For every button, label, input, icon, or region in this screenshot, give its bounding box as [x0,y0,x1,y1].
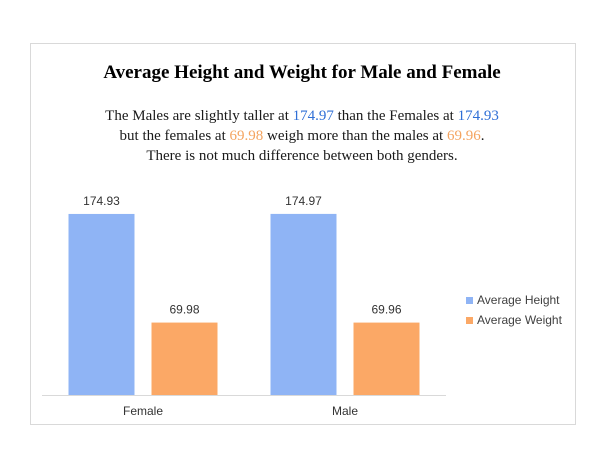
male-height-highlight: 174.97 [292,108,334,124]
female-height-highlight: 174.93 [457,108,499,124]
legend-item-height: Average Height [466,290,562,310]
legend: Average Height Average Weight [466,290,562,330]
subtitle-line-2: but the females at 69.98 weigh more than… [0,126,604,146]
female-weight-highlight: 69.98 [229,128,264,144]
subtitle-text: The Males are slightly taller at [105,108,293,124]
x-tick-label-female: Female [123,404,163,418]
bar-male-height [270,213,337,395]
data-label-male-weight: 69.96 [371,303,401,317]
bar-female-weight [151,322,218,395]
male-weight-highlight: 69.96 [446,128,481,144]
legend-label-height: Average Height [477,293,560,307]
bar-male-weight [353,322,420,395]
bar-female-height [68,213,135,395]
subtitle-text: than the Females at [333,108,458,124]
subtitle-text: weigh more than the males at [263,128,447,144]
x-tick-label-male: Male [332,404,358,418]
chart-title: Average Height and Weight for Male and F… [103,62,501,83]
data-label-male-height: 174.97 [285,194,322,208]
legend-item-weight: Average Weight [466,310,562,330]
legend-swatch-height [466,296,473,304]
data-label-female-height: 174.93 [83,194,120,208]
subtitle-line-3: There is not much difference between bot… [146,148,458,164]
legend-swatch-weight [466,316,473,324]
legend-label-weight: Average Weight [477,313,562,327]
subtitle-text: but the females at [119,128,230,144]
data-label-female-weight: 69.98 [169,303,199,317]
chart-subtitle: The Males are slightly taller at 174.97 … [0,106,604,166]
subtitle-text: . [480,128,485,144]
subtitle-line-1: The Males are slightly taller at 174.97 … [0,106,604,126]
